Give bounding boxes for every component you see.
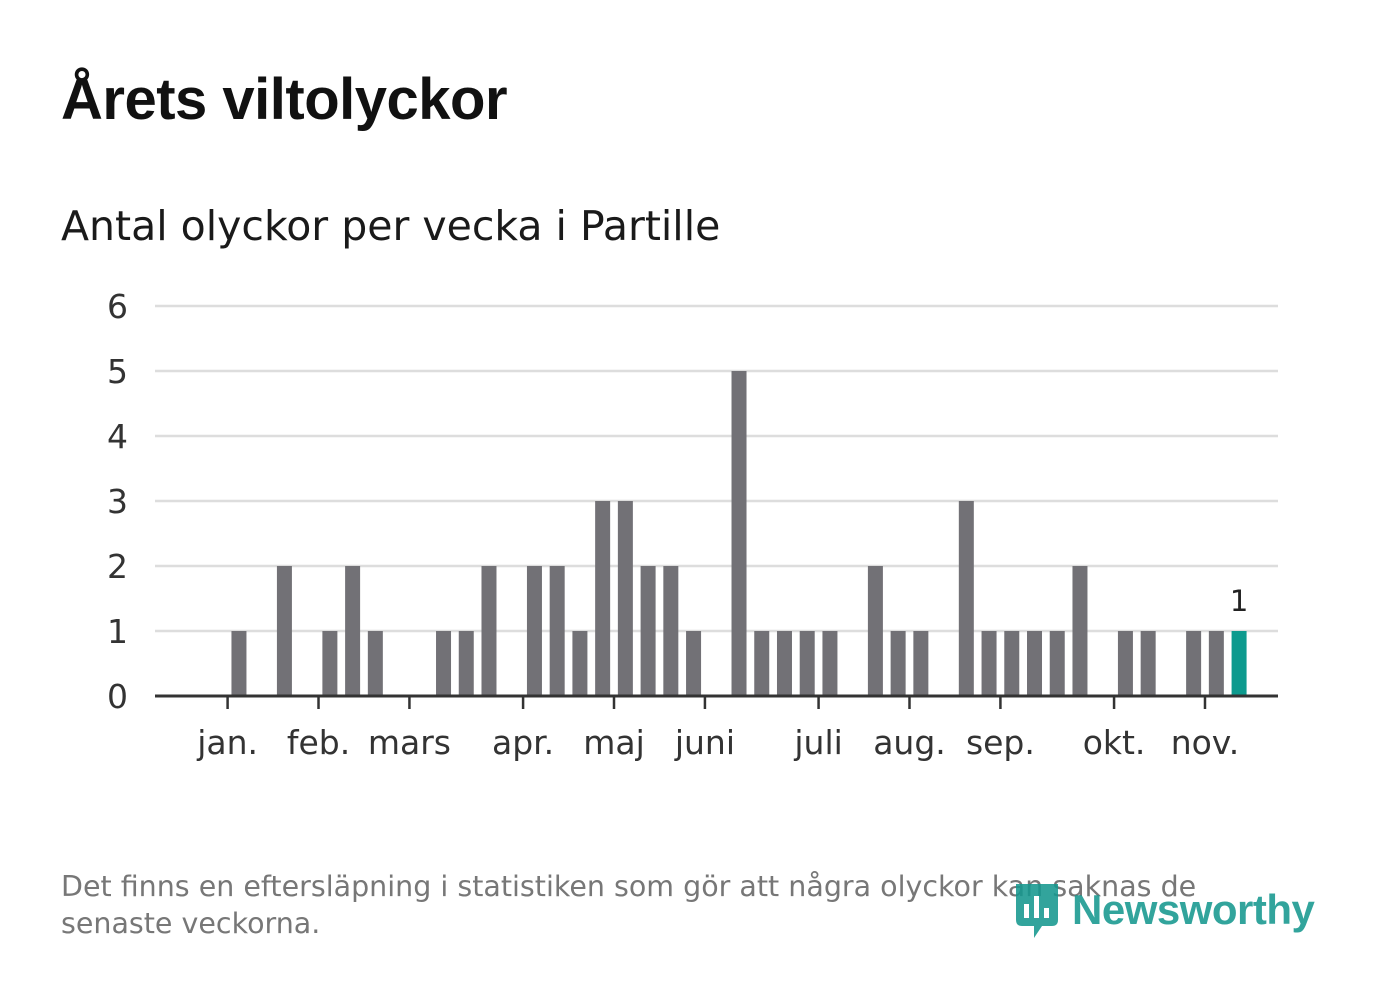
bar <box>799 631 815 696</box>
x-tick-label: maj <box>583 723 645 762</box>
x-tick-label: jan. <box>196 723 258 762</box>
gridlines <box>155 304 1278 633</box>
bar <box>617 501 633 696</box>
bars <box>231 371 1247 696</box>
bar <box>754 631 770 696</box>
bar <box>572 631 588 696</box>
bar <box>231 631 247 696</box>
highlight-value-label: 1 <box>1230 584 1248 618</box>
bar <box>481 566 497 696</box>
bar <box>1072 566 1088 696</box>
bar <box>1004 631 1020 696</box>
bar <box>1208 631 1224 696</box>
x-tick-label: juni <box>674 723 735 762</box>
bar <box>663 566 679 696</box>
x-tick-label: aug. <box>873 723 946 762</box>
bar <box>867 566 883 696</box>
chart-subtitle: Antal olyckor per vecka i Partille <box>61 202 721 250</box>
bar <box>981 631 997 696</box>
y-tick-label: 2 <box>107 547 128 586</box>
data-labels: 1 <box>1230 584 1248 618</box>
x-tick-label: feb. <box>287 723 350 762</box>
bar <box>322 631 338 696</box>
bar <box>595 501 611 696</box>
bar <box>1027 631 1043 696</box>
bar <box>276 566 292 696</box>
x-tick-label: juli <box>793 723 842 762</box>
x-tick-label: okt. <box>1083 723 1146 762</box>
bar <box>1117 631 1133 696</box>
bar <box>776 631 792 696</box>
bar <box>1140 631 1156 696</box>
y-tick-label: 1 <box>107 612 128 651</box>
y-axis-ticks: 0 1 2 3 4 5 6 <box>107 287 128 716</box>
bar <box>345 566 361 696</box>
x-tick-label: nov. <box>1171 723 1240 762</box>
newsworthy-logo: Newsworthy <box>1012 880 1315 940</box>
bar <box>731 371 747 696</box>
newsworthy-logo-icon <box>1016 884 1058 938</box>
bar-highlight <box>1231 631 1247 696</box>
bar <box>822 631 838 696</box>
x-axis: jan. feb. mars apr. maj juni juli aug. sep. okt. n… <box>155 694 1278 762</box>
bar <box>640 566 656 696</box>
brand-name: Newsworthy <box>1072 886 1315 933</box>
x-tick-label: sep. <box>966 723 1035 762</box>
footnote: Det finns en eftersläpning i statistiken… <box>61 870 1197 940</box>
bar <box>458 631 474 696</box>
bar <box>686 631 702 696</box>
y-tick-label: 5 <box>107 352 128 391</box>
bar <box>367 631 383 696</box>
bar <box>1049 631 1065 696</box>
bar <box>549 566 565 696</box>
y-tick-label: 4 <box>107 417 128 456</box>
y-tick-label: 0 <box>107 677 128 716</box>
bar <box>436 631 452 696</box>
bar <box>890 631 906 696</box>
chart-title: Årets viltolyckor <box>61 67 508 132</box>
bar <box>913 631 929 696</box>
bar <box>526 566 542 696</box>
y-tick-label: 3 <box>107 482 128 521</box>
x-tick-label: mars <box>368 723 451 762</box>
x-tick-label: apr. <box>492 723 554 762</box>
bar <box>958 501 974 696</box>
y-tick-label: 6 <box>107 287 128 326</box>
bar <box>1186 631 1202 696</box>
